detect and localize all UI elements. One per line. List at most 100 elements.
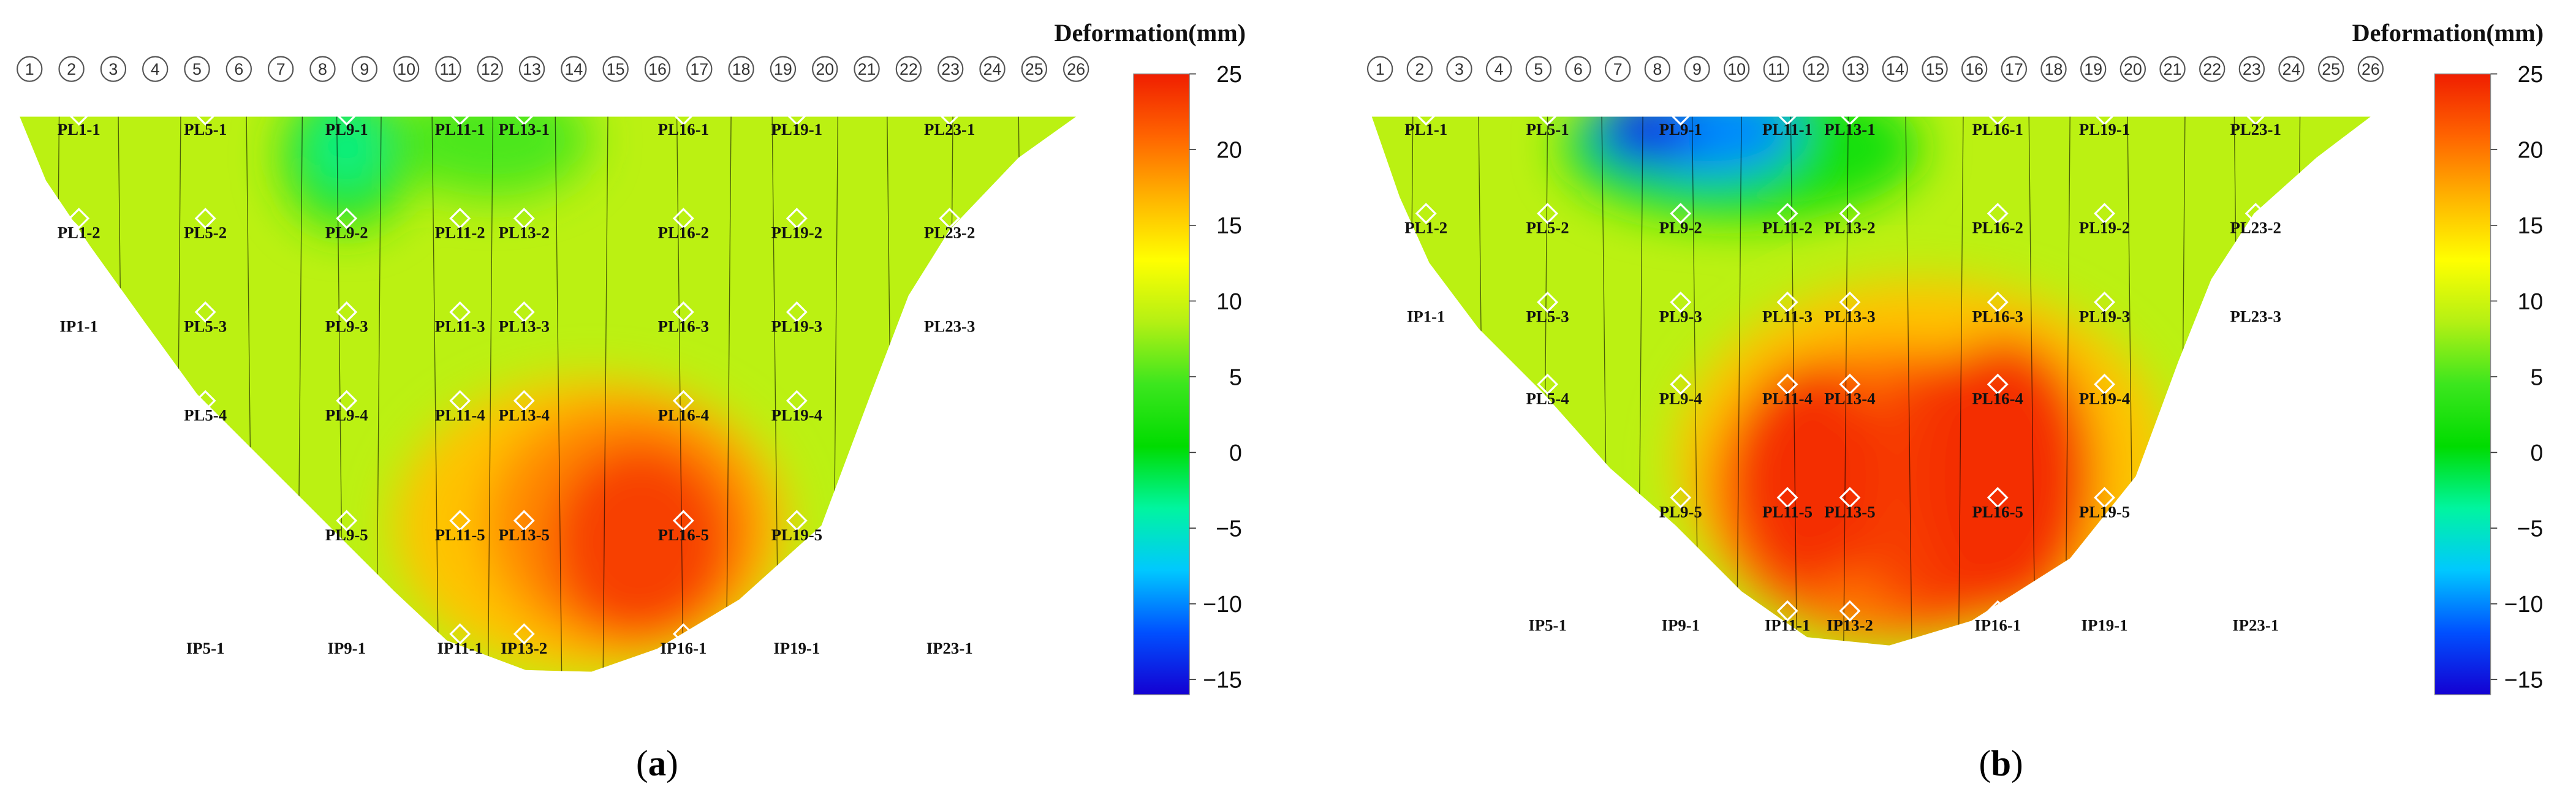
section-number: 14 xyxy=(1886,60,1904,78)
legend-title: Deformation(mm) xyxy=(2352,19,2544,47)
colorbar-tick-label: 25 xyxy=(2518,61,2544,87)
section-number: 8 xyxy=(318,60,327,78)
section-number: 5 xyxy=(192,60,202,78)
point-label: PL9-1 xyxy=(325,120,368,138)
section-number: 19 xyxy=(774,60,792,78)
point-label: PL19-3 xyxy=(771,317,822,336)
section-number-circle xyxy=(644,56,671,82)
point-label: PL13-2 xyxy=(499,224,550,242)
section-number: 20 xyxy=(2124,60,2142,78)
point-label: PL13-1 xyxy=(1824,120,1875,138)
colorbar-tick-label: 20 xyxy=(1216,137,1242,163)
point-label: PL16-5 xyxy=(658,526,709,544)
point-marker xyxy=(2094,104,2115,126)
point-marker xyxy=(1415,203,1437,224)
point-marker xyxy=(449,104,471,126)
colorbar-tick-label: 0 xyxy=(1229,440,1242,466)
point-label: PL16-2 xyxy=(1972,219,2023,237)
point-label: PL23-1 xyxy=(2230,120,2281,138)
section-line xyxy=(431,116,439,672)
point-marker xyxy=(786,104,808,126)
section-number: 25 xyxy=(2322,60,2340,78)
section-line xyxy=(555,116,563,672)
section-number: 1 xyxy=(1376,60,1385,78)
section-number-row: 1 2 3 4 5 6 7 8 9 10 11 12 13 14 15 16 17 18 19 20 21 22 23 24 2… xyxy=(1366,56,2384,82)
section-number-circle xyxy=(518,56,545,82)
section-number-circle xyxy=(2040,56,2067,82)
point-label: PL11-1 xyxy=(435,120,485,138)
point-marker xyxy=(1987,600,2009,622)
point-marker xyxy=(1839,104,1861,126)
field-zone xyxy=(1914,336,2095,616)
point-marker xyxy=(939,104,961,126)
point-label: PL16-5 xyxy=(1972,502,2023,521)
point-label: PL11-5 xyxy=(1762,502,1813,521)
point-marker xyxy=(1670,203,1692,224)
point-label: PL13-1 xyxy=(499,120,550,138)
point-marker xyxy=(786,208,808,229)
section-number: 16 xyxy=(648,60,667,78)
section-number: 18 xyxy=(732,60,751,78)
section-number-circle xyxy=(351,56,377,82)
point-label: PL9-3 xyxy=(1659,307,1702,325)
section-number-circle xyxy=(142,56,169,82)
field-zones xyxy=(1561,116,2169,641)
section-number-circle xyxy=(728,56,754,82)
section-line xyxy=(725,116,732,672)
point-label: PL23-1 xyxy=(924,120,975,138)
point-marker xyxy=(1776,486,1798,508)
point-label: PL19-2 xyxy=(2079,219,2130,237)
section-number: 3 xyxy=(108,60,118,78)
colorbar-gradient xyxy=(1133,73,1190,695)
section-number-circle xyxy=(895,56,922,82)
colorbar-tick-label: 25 xyxy=(1216,61,1242,87)
section-number: 21 xyxy=(858,60,876,78)
section-number: 13 xyxy=(1846,60,1865,78)
section-number: 12 xyxy=(481,60,499,78)
section-line xyxy=(1958,116,1964,646)
measurement-points: PL1-1 PL5-1 PL9-1 PL11-1 PL13-1 PL16-1 PL19-1 P… xyxy=(1404,104,2281,634)
point-marker xyxy=(194,301,216,323)
panel-caption: (b) xyxy=(1979,742,2023,783)
section-number: 4 xyxy=(1494,60,1504,78)
section-number-circle xyxy=(184,56,210,82)
point-label: PL5-2 xyxy=(1526,219,1569,237)
point-marker xyxy=(513,208,535,229)
section-number-circle xyxy=(854,56,880,82)
section-number: 26 xyxy=(1067,60,1085,78)
point-marker xyxy=(786,510,808,532)
section-number: 10 xyxy=(1727,60,1746,78)
point-marker xyxy=(1987,104,2009,126)
point-marker xyxy=(1670,486,1692,508)
section-line xyxy=(487,116,494,672)
point-label: PL16-1 xyxy=(1972,120,2023,138)
point-marker xyxy=(1776,373,1798,395)
section-number-circle xyxy=(2238,56,2265,82)
section-number: 24 xyxy=(983,60,1002,78)
measurement-points: PL1-1 PL5-1 PL9-1 PL11-1 PL13-1 PL16-1 PL19-1 P… xyxy=(58,104,975,657)
point-label: PL9-3 xyxy=(325,317,368,336)
point-label: PL23-3 xyxy=(924,317,975,336)
point-label: IP5-1 xyxy=(1528,616,1567,634)
section-number: 21 xyxy=(2164,60,2182,78)
point-label: PL5-2 xyxy=(184,224,227,242)
section-number-circle xyxy=(2159,56,2186,82)
section-number: 14 xyxy=(564,60,583,78)
section-number: 22 xyxy=(900,60,918,78)
section-line xyxy=(1018,116,1026,672)
point-marker xyxy=(1839,373,1861,395)
point-marker xyxy=(1839,486,1861,508)
section-number: 6 xyxy=(1574,60,1583,78)
section-number: 11 xyxy=(439,60,456,78)
section-number: 4 xyxy=(151,60,160,78)
point-label: PL13-3 xyxy=(499,317,550,336)
section-number-circle xyxy=(1922,56,1948,82)
point-label: PL9-4 xyxy=(1659,390,1702,408)
point-label: IP1-1 xyxy=(1407,307,1445,325)
section-number: 13 xyxy=(523,60,541,78)
point-label: PL11-3 xyxy=(435,317,485,336)
section-number: 9 xyxy=(360,60,369,78)
colorbar-tick-label: 0 xyxy=(2531,440,2544,466)
colorbar-tick-label: −15 xyxy=(2504,667,2544,693)
point-marker xyxy=(1839,600,1861,622)
